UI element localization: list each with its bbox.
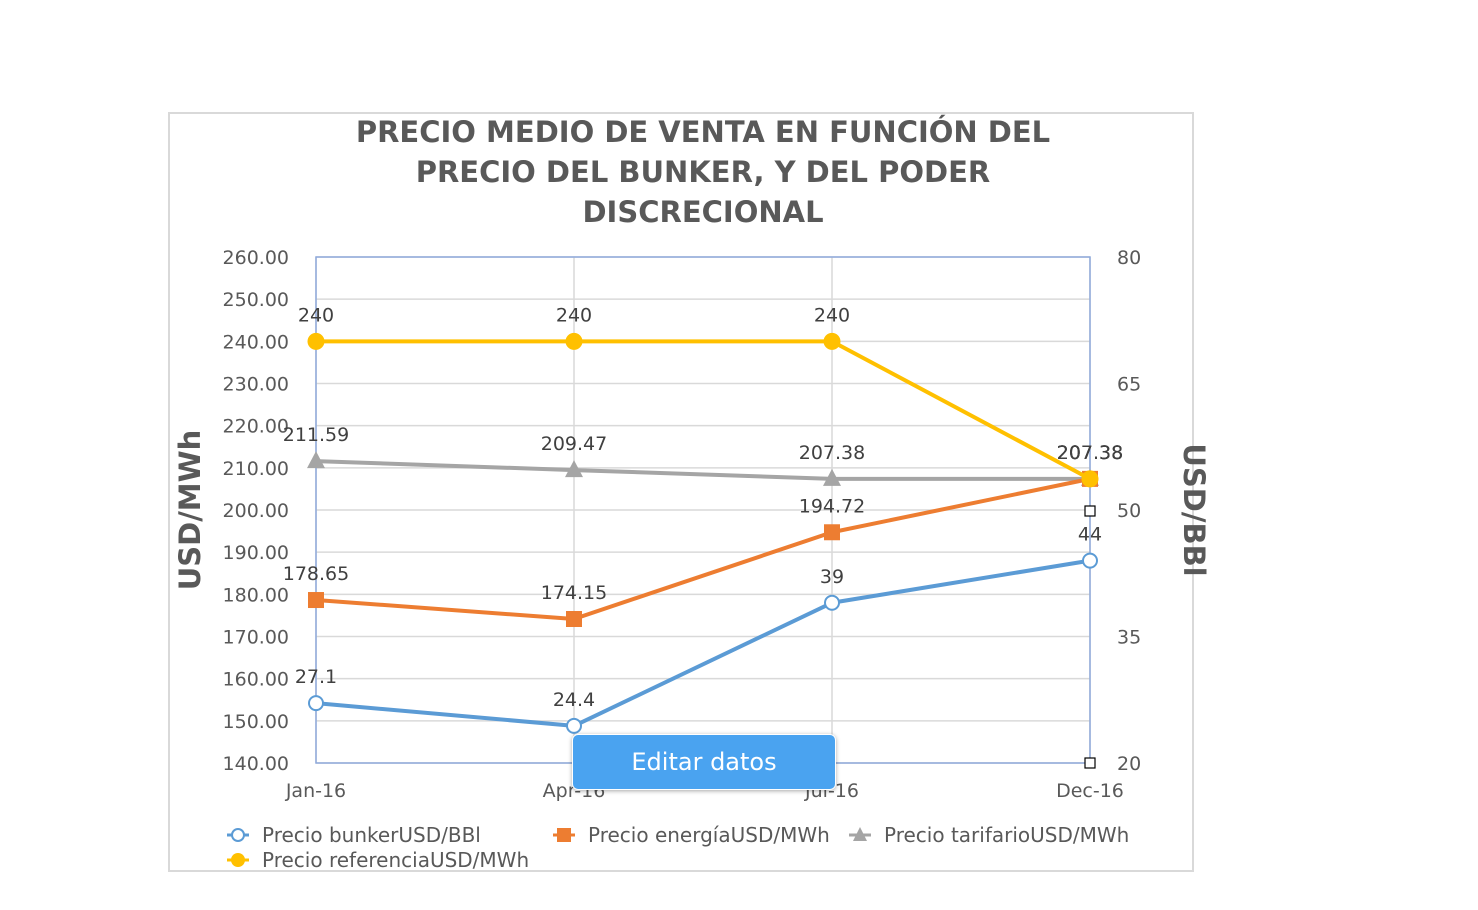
y-left-tick-label: 150.00 bbox=[223, 711, 289, 733]
y-left-tick-labels: 140.00 150.00 160.00 170.00 180.00 190.00 200.… bbox=[223, 247, 289, 775]
y-left-tick-label: 210.00 bbox=[223, 458, 289, 480]
y-left-tick-label: 200.00 bbox=[223, 500, 289, 522]
data-point bbox=[565, 332, 583, 350]
data-label: 211.59 bbox=[283, 424, 349, 446]
legend-label: Precio bunkerUSD/BBl bbox=[262, 823, 481, 847]
series-line bbox=[315, 476, 1091, 622]
series-line bbox=[316, 339, 1091, 481]
data-label: 207.38 bbox=[1057, 442, 1123, 464]
y-left-tick-label: 160.00 bbox=[223, 669, 289, 691]
series-0: 27.1 24.4 39 44 bbox=[295, 524, 1102, 734]
legend-label: Precio energíaUSD/MWh bbox=[588, 823, 830, 847]
data-point bbox=[307, 451, 325, 469]
data-point bbox=[824, 594, 840, 611]
data-label: 178.65 bbox=[283, 563, 349, 585]
data-point bbox=[565, 460, 583, 478]
y-left-tick-label: 170.00 bbox=[223, 627, 289, 649]
data-label: 240 bbox=[556, 304, 592, 326]
series-1: 178.65 174.15 194.72 207.38 bbox=[283, 442, 1123, 628]
chart-title-line: PRECIO DEL BUNKER, Y DEL PODER bbox=[416, 155, 991, 189]
series-line bbox=[315, 558, 1091, 728]
y-left-tick-label: 250.00 bbox=[223, 289, 289, 311]
data-label: 209.47 bbox=[541, 433, 607, 455]
data-label: 240 bbox=[814, 304, 850, 326]
x-tick-label: Jan-16 bbox=[285, 780, 346, 802]
data-point bbox=[308, 695, 324, 712]
data-point bbox=[308, 592, 324, 609]
data-point bbox=[824, 524, 840, 541]
series-2: 211.59 209.47 207.38 207.38 bbox=[283, 424, 1123, 486]
y-right-tick-label: 35 bbox=[1117, 627, 1141, 649]
chart-grid bbox=[315, 256, 1091, 764]
selection-handle bbox=[1084, 505, 1096, 517]
y-right-axis-title: USD/BBl bbox=[1177, 443, 1211, 576]
y-right-tick-label: 65 bbox=[1117, 374, 1141, 396]
legend-item: Precio energíaUSD/MWh bbox=[553, 823, 830, 847]
legend-label: Precio referenciaUSD/MWh bbox=[262, 848, 529, 872]
y-left-tick-label: 190.00 bbox=[223, 542, 289, 564]
y-left-tick-label: 260.00 bbox=[223, 247, 289, 269]
y-right-tick-label: 50 bbox=[1117, 500, 1141, 522]
y-left-tick-label: 140.00 bbox=[223, 753, 289, 775]
y-left-tick-label: 240.00 bbox=[223, 331, 289, 353]
data-label: 207.38 bbox=[799, 442, 865, 464]
series-3: 240 240 240 207.38 bbox=[298, 304, 1123, 488]
legend-marker bbox=[853, 827, 867, 841]
data-point bbox=[307, 332, 325, 350]
chart-legend: Precio bunkerUSD/BBl Precio energíaUSD/MW… bbox=[227, 823, 1129, 872]
edit-data-button[interactable]: Editar datos bbox=[572, 734, 836, 790]
y-left-tick-label: 230.00 bbox=[223, 374, 289, 396]
data-label: 39 bbox=[820, 566, 844, 588]
y-left-tick-label: 180.00 bbox=[223, 584, 289, 606]
chart-title-line: PRECIO MEDIO DE VENTA EN FUNCIÓN DEL bbox=[356, 115, 1050, 149]
data-label: 174.15 bbox=[541, 582, 607, 604]
legend-item: Precio tarifarioUSD/MWh bbox=[849, 823, 1129, 847]
data-label: 240 bbox=[298, 304, 334, 326]
data-point bbox=[1082, 552, 1098, 569]
y-right-tick-label: 80 bbox=[1117, 247, 1141, 269]
legend-marker bbox=[557, 828, 571, 842]
data-point bbox=[823, 332, 841, 350]
series-line bbox=[315, 459, 1090, 481]
legend-item: Precio referenciaUSD/MWh bbox=[227, 848, 529, 872]
data-point bbox=[566, 611, 582, 628]
data-point bbox=[1081, 470, 1099, 488]
data-label: 194.72 bbox=[799, 495, 865, 517]
data-label: 44 bbox=[1078, 524, 1102, 546]
legend-label: Precio tarifarioUSD/MWh bbox=[884, 823, 1129, 847]
y-left-axis-title: USD/MWh bbox=[173, 430, 207, 591]
data-point bbox=[823, 468, 841, 486]
legend-marker bbox=[231, 853, 245, 867]
x-tick-label: Dec-16 bbox=[1056, 780, 1124, 802]
y-right-tick-labels: 20 35 50 65 80 bbox=[1117, 247, 1141, 775]
chart-series: 211.59 209.47 207.38 207.38 178.65 174.15 194.… bbox=[283, 304, 1123, 734]
data-label: 207.38 bbox=[1057, 442, 1123, 464]
selection-handle bbox=[1084, 757, 1096, 769]
chart-title: PRECIO MEDIO DE VENTA EN FUNCIÓN DEL PREC… bbox=[356, 115, 1050, 229]
data-label: 24.4 bbox=[553, 689, 595, 711]
chart-title-line: DISCRECIONAL bbox=[582, 195, 823, 229]
selection-handles bbox=[1084, 505, 1096, 769]
data-label: 27.1 bbox=[295, 666, 337, 688]
y-right-tick-label: 20 bbox=[1117, 753, 1141, 775]
legend-marker bbox=[231, 828, 245, 842]
y-left-tick-label: 220.00 bbox=[223, 416, 289, 438]
legend-item: Precio bunkerUSD/BBl bbox=[227, 823, 481, 847]
data-point bbox=[566, 717, 582, 734]
data-label: 207.38 bbox=[1057, 442, 1123, 464]
